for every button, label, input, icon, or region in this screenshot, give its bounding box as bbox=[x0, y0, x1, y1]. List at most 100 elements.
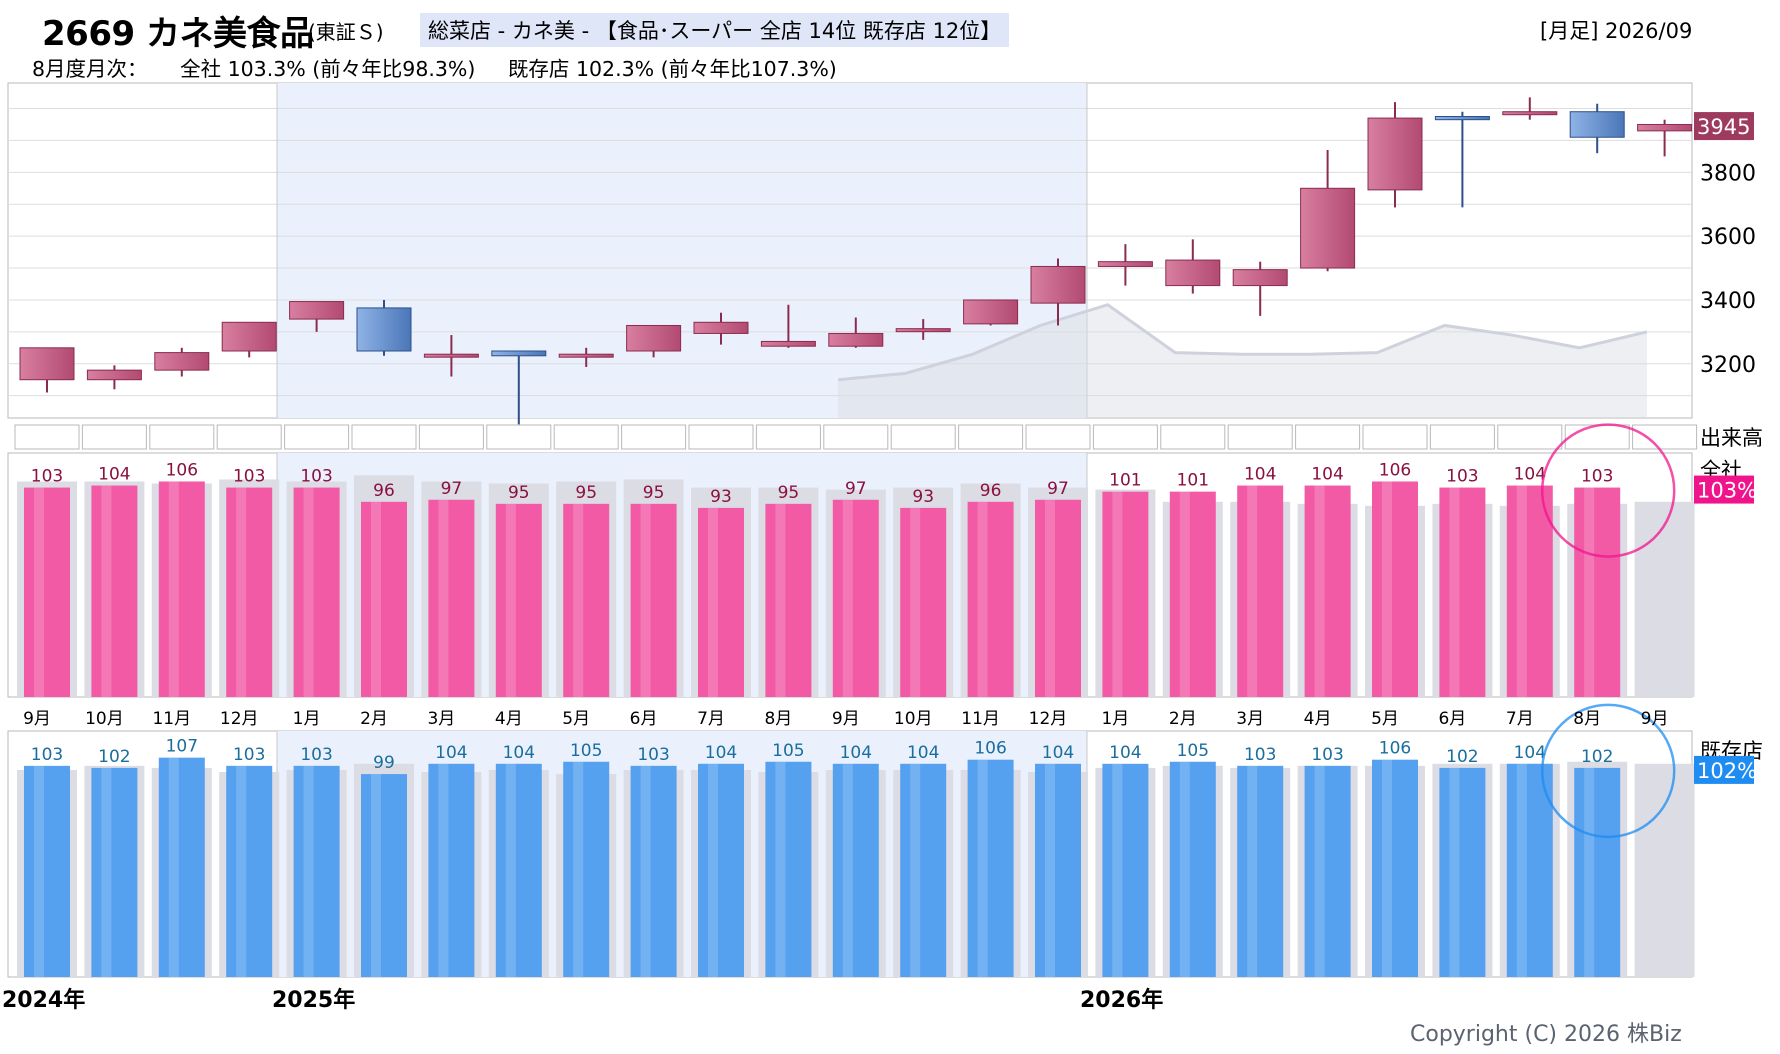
existing-stores-bar-shine bbox=[1449, 767, 1460, 977]
volume-strip bbox=[14, 424, 1698, 450]
existing-stores-bar bbox=[832, 763, 879, 977]
candle-body bbox=[86, 369, 142, 381]
candle-body bbox=[1502, 111, 1558, 116]
candle-body bbox=[154, 352, 210, 371]
price-tick-label: 3800 bbox=[1700, 161, 1756, 186]
all-stores-value-label: 96 bbox=[980, 481, 1002, 501]
existing-stores-bar bbox=[428, 763, 475, 977]
month-label: 8月 bbox=[764, 709, 792, 729]
existing-stores-bar bbox=[563, 761, 610, 977]
existing-stores-badge-text: 102% bbox=[1697, 759, 1757, 783]
volume-cell bbox=[1632, 424, 1698, 450]
all-stores-bar bbox=[226, 487, 273, 697]
existing-stores-bar-shine bbox=[910, 763, 921, 977]
all-stores-bar-shine bbox=[1449, 487, 1460, 697]
month-label: 12月 bbox=[1029, 709, 1068, 729]
existing-stores-value-label: 103 bbox=[31, 745, 63, 765]
volume-cell bbox=[486, 424, 552, 450]
existing-stores-value-label: 105 bbox=[1177, 741, 1209, 761]
year-label-2026: 2026年 bbox=[1080, 988, 1164, 1013]
existing-stores-value-label: 104 bbox=[1109, 743, 1141, 763]
candle-body bbox=[1637, 123, 1693, 132]
month-label: 8月 bbox=[1573, 709, 1601, 729]
month-label: 1月 bbox=[293, 709, 321, 729]
existing-stores-highlight-ring bbox=[1540, 703, 1676, 839]
all-stores-value-label: 93 bbox=[710, 487, 732, 507]
existing-stores-bar bbox=[293, 765, 340, 977]
price-highlight-2025 bbox=[277, 83, 1087, 418]
existing-stores-value-label: 105 bbox=[772, 741, 804, 761]
all-stores-bar-shine bbox=[573, 503, 584, 697]
all-stores-value-label: 101 bbox=[1177, 471, 1209, 491]
volume-cell bbox=[216, 424, 282, 450]
all-stores-bar bbox=[1237, 485, 1284, 697]
existing-stores-value-label: 99 bbox=[373, 753, 395, 773]
existing-stores-value-label: 107 bbox=[166, 737, 198, 757]
existing-stores-bar-shine bbox=[1584, 767, 1595, 977]
all-stores-bar-shine bbox=[1045, 499, 1055, 697]
price-tick-label: 3400 bbox=[1700, 289, 1756, 314]
volume-cell bbox=[688, 424, 754, 450]
existing-stores-value-label: 103 bbox=[637, 745, 669, 765]
existing-stores-bar bbox=[765, 761, 812, 977]
all-stores-bar bbox=[1506, 485, 1553, 697]
existing-stores-bar-shine bbox=[1382, 759, 1392, 977]
all-stores-value-label: 104 bbox=[1244, 465, 1276, 485]
volume-cell bbox=[351, 424, 417, 450]
all-stores-badge-text: 103% bbox=[1697, 479, 1757, 503]
existing-stores-bar-shine bbox=[573, 761, 584, 977]
all-stores-bar bbox=[1574, 487, 1621, 697]
all-stores-bar bbox=[1102, 491, 1149, 697]
all-stores-value-label: 95 bbox=[643, 483, 665, 503]
month-label: 6月 bbox=[1438, 709, 1466, 729]
existing-stores-value-label: 104 bbox=[907, 743, 939, 763]
all-stores-value-label: 103 bbox=[233, 467, 265, 487]
volume-cell bbox=[14, 424, 80, 450]
volume-cell bbox=[890, 424, 956, 450]
volume-cell bbox=[1160, 424, 1226, 450]
last-price-text: 3945 bbox=[1697, 115, 1750, 139]
existing-stores-bar bbox=[226, 765, 273, 977]
month-label: 4月 bbox=[1304, 709, 1332, 729]
all-stores-bar-shine bbox=[371, 501, 381, 697]
existing-stores-value-label: 102 bbox=[1581, 747, 1613, 767]
all-stores-bar-shine bbox=[101, 485, 112, 697]
all-stores-value-label: 103 bbox=[1581, 467, 1613, 487]
existing-stores-bar bbox=[361, 774, 407, 977]
existing-stores-bar bbox=[1304, 765, 1351, 977]
month-label: 10月 bbox=[894, 709, 933, 729]
price-tick-label: 3200 bbox=[1700, 353, 1756, 378]
stock-title: 2669 カネ美食品 bbox=[42, 14, 314, 54]
existing-stores-bar-shine bbox=[708, 763, 718, 977]
existing-stores-value-label: 103 bbox=[300, 745, 332, 765]
existing-stores-badge bbox=[1694, 755, 1754, 784]
candle-body bbox=[1367, 117, 1423, 191]
existing-stores-bar bbox=[91, 767, 138, 977]
candle-body bbox=[1030, 265, 1086, 304]
price-chart bbox=[19, 97, 1693, 425]
existing-stores-value-label: 104 bbox=[1514, 743, 1546, 763]
existing-stores-bar-shine bbox=[505, 763, 516, 977]
all-stores-value-label: 95 bbox=[508, 483, 530, 503]
existing-stores-bar bbox=[900, 763, 947, 977]
existing-stores-bar bbox=[1169, 761, 1216, 977]
all-stores-bar-shine bbox=[168, 481, 179, 697]
all-stores-value-label: 95 bbox=[575, 483, 597, 503]
all-stores-bar bbox=[967, 501, 1014, 697]
candle-body bbox=[423, 353, 479, 358]
candle-body bbox=[760, 340, 816, 347]
candle-body bbox=[558, 353, 614, 358]
all-stores-bar bbox=[563, 503, 610, 697]
all-stores-bar-shine bbox=[505, 503, 516, 697]
all-stores-value-label: 103 bbox=[1446, 467, 1478, 487]
all-stores-bar-shine bbox=[1584, 487, 1595, 697]
existing-stores-value-label: 103 bbox=[233, 745, 265, 765]
existing-stores-compare-bar bbox=[1634, 763, 1695, 977]
existing-stores-value-label: 104 bbox=[705, 743, 737, 763]
month-label: 9月 bbox=[832, 709, 860, 729]
all-stores-value-label: 106 bbox=[1379, 460, 1411, 480]
existing-stores-bar-shine bbox=[438, 763, 449, 977]
candle-body bbox=[626, 324, 682, 352]
month-label: 7月 bbox=[697, 709, 725, 729]
summary-label: 8月度月次： bbox=[32, 57, 148, 81]
